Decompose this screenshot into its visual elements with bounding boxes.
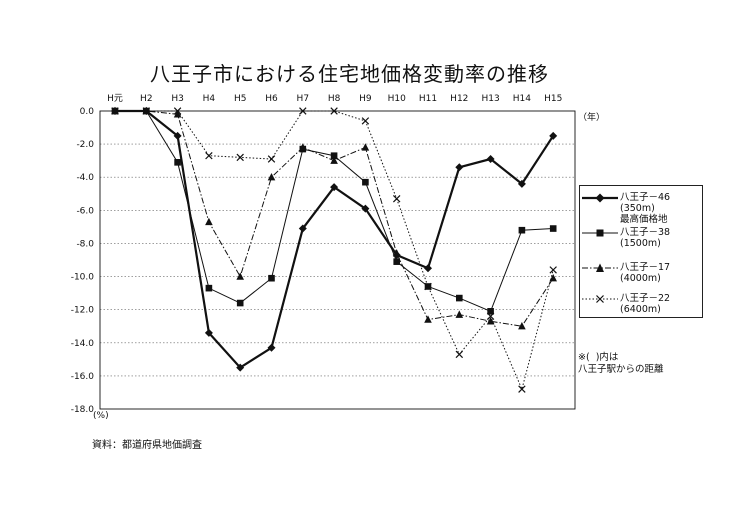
data-point-s1-15 — [549, 131, 558, 140]
data-point-s2-12 — [456, 294, 463, 302]
y-tick-label: -8.0 — [76, 239, 94, 249]
data-point-s4-14 — [518, 385, 526, 393]
data-point-s1-4 — [204, 328, 213, 337]
data-point-s3-13 — [486, 317, 495, 325]
data-point-s3-4 — [205, 217, 213, 226]
x-tick-label: H11 — [419, 94, 437, 104]
data-point-s4-12 — [455, 350, 464, 359]
data-point-s3-3 — [173, 110, 182, 118]
data-point-s3-9 — [361, 143, 370, 151]
data-point-s1-14 — [517, 179, 526, 188]
data-point-s4-3 — [173, 107, 182, 115]
x-tick-label: H12 — [450, 94, 468, 104]
legend-label: 八王子－46 (350m) 最高価格地 — [620, 192, 671, 225]
y-tick-label: -10.0 — [71, 273, 95, 283]
data-point-s1-3 — [173, 131, 182, 140]
series-line-2 — [115, 110, 554, 312]
x-tick-label: H7 — [297, 94, 310, 104]
data-point-s3-11 — [424, 315, 432, 323]
data-point-s2-4 — [205, 284, 213, 292]
data-point-s4-1 — [111, 107, 119, 115]
data-point-s4-4 — [205, 151, 213, 160]
data-point-s2-6 — [268, 274, 275, 282]
x-tick-label: H4 — [203, 94, 216, 104]
legend-symbol-triangle — [582, 263, 618, 272]
x-tick-label: H14 — [513, 94, 531, 104]
distance-note: ※( )内は 八王子駅からの距離 — [578, 352, 664, 375]
data-point-s3-12 — [455, 310, 464, 318]
data-point-s3-14 — [518, 322, 526, 330]
x-tick-label: H5 — [234, 94, 247, 104]
data-point-s2-14 — [518, 226, 526, 234]
data-point-s3-15 — [549, 274, 557, 282]
y-tick-label: -2.0 — [76, 140, 94, 150]
data-point-s1-5 — [236, 363, 245, 372]
data-point-s1-11 — [424, 264, 432, 273]
data-point-s4-8 — [330, 107, 338, 115]
data-point-s4-11 — [424, 282, 432, 291]
data-point-s1-9 — [361, 204, 370, 213]
x-tick-label: H9 — [359, 94, 372, 104]
data-point-s4-6 — [267, 155, 276, 163]
y-axis-unit: (%) — [93, 411, 109, 421]
x-tick-label: H6 — [265, 94, 278, 104]
series-line-3 — [115, 110, 554, 327]
y-tick-label: -4.0 — [76, 173, 94, 183]
data-point-s4-2 — [142, 107, 151, 115]
data-point-s2-3 — [174, 159, 181, 166]
y-tick-label: -6.0 — [76, 206, 94, 216]
legend-label: 八王子－17 (4000m) — [620, 262, 671, 284]
data-point-s2-10 — [393, 258, 400, 265]
legend-symbol-square — [582, 229, 618, 237]
data-point-s1-6 — [267, 343, 276, 352]
source-note: 資料：都道府県地価調査 — [92, 440, 202, 451]
legend-label: 八王子－22 (6400m) — [620, 293, 671, 315]
data-point-s1-12 — [455, 163, 464, 172]
x-tick-label: H3 — [171, 94, 184, 104]
y-tick-label: -16.0 — [71, 372, 95, 382]
y-tick-label: -12.0 — [71, 306, 95, 316]
data-point-s2-13 — [487, 308, 494, 315]
data-point-s2-15 — [549, 225, 557, 232]
data-point-s3-5 — [236, 272, 244, 280]
data-point-s3-8 — [330, 156, 338, 164]
data-point-s2-8 — [330, 152, 338, 159]
plot-area — [99, 110, 576, 410]
data-point-s3-10 — [392, 249, 401, 257]
x-tick-label: H15 — [544, 94, 562, 104]
data-point-s4-5 — [236, 153, 244, 162]
x-tick-label: H10 — [388, 94, 406, 104]
data-point-s3-6 — [267, 173, 276, 181]
legend-symbol-x — [582, 295, 618, 303]
x-tick-label: H8 — [328, 94, 341, 104]
data-point-s4-10 — [392, 195, 401, 203]
x-tick-label: H元 — [107, 94, 123, 104]
data-point-s2-9 — [362, 178, 369, 186]
y-tick-label: -14.0 — [71, 339, 95, 349]
data-point-s3-7 — [299, 143, 307, 151]
y-tick-label: -18.0 — [71, 405, 95, 415]
y-tick-label: 0.0 — [80, 107, 95, 117]
x-tick-label: H2 — [140, 94, 153, 104]
data-point-s4-13 — [486, 312, 495, 321]
data-point-s4-15 — [549, 266, 557, 274]
chart-legend: 八王子－46 (350m) 最高価格地 八王子－38 (1500m) 八王子－1… — [579, 185, 703, 318]
data-point-s1-8 — [330, 183, 339, 192]
x-axis-unit: （年） — [578, 113, 606, 123]
data-point-s4-9 — [361, 117, 370, 125]
legend-symbol-diamond — [582, 193, 618, 203]
data-point-s1-13 — [486, 155, 495, 164]
series-line-1 — [115, 109, 555, 370]
data-point-s2-5 — [236, 299, 244, 307]
data-point-s4-7 — [299, 107, 307, 115]
chart-title: 八王子市における住宅地価格変動率の推移 — [150, 62, 549, 86]
data-point-s1-7 — [298, 224, 307, 233]
legend-label: 八王子－38 (1500m) — [620, 227, 671, 249]
x-tick-label: H13 — [481, 94, 499, 104]
series-line-4 — [115, 110, 554, 391]
